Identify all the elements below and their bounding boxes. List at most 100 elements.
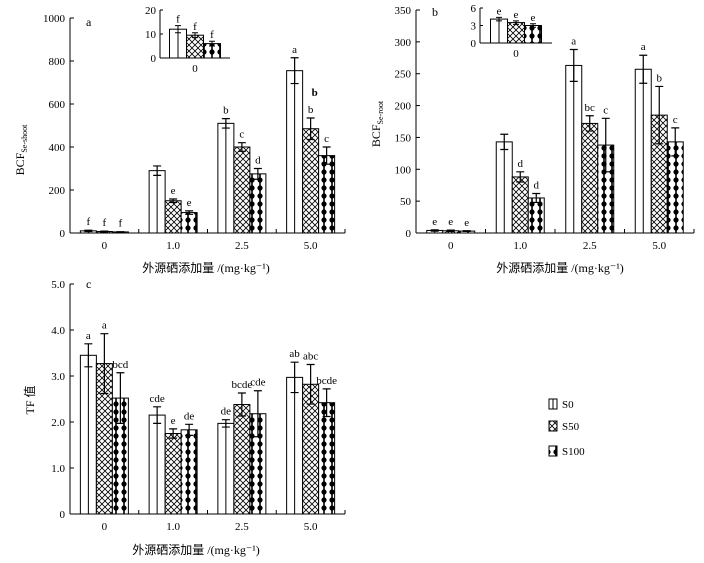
panel-a-sig-letter-s100-3: c	[324, 133, 329, 145]
panel-c-error-bar-s100-0	[116, 372, 125, 424]
panel-a-sig-letter-s50-0: f	[103, 217, 107, 229]
panel-a-inset-sig-letter-s100: f	[210, 29, 214, 41]
panel-b-sig-letter-s100-1: d	[534, 179, 540, 191]
panel-b-inset-y-tick-label: 6	[471, 3, 477, 15]
panel-a-sig-letter-s0-3: a	[292, 44, 297, 56]
panel-c-sig-letter-s50-3: abc	[303, 351, 318, 363]
panel-c-bar-s100-1	[180, 429, 198, 515]
panel-b-sig-letter-s50-1: d	[518, 158, 524, 170]
panel-c-error-bar-s100-3	[322, 388, 331, 418]
panel-c-error-bar-s50-3	[306, 363, 315, 405]
panel-a-inset-y-tick-label: 20	[145, 5, 157, 17]
legend-swatch-s50	[548, 420, 558, 432]
panel-b-x-tick-label: 5.0	[652, 240, 666, 252]
panel-c-x-label: 外源硒添加量 /(mg·kg⁻¹)	[132, 543, 260, 557]
panel-b-inset-sig-letter-s100: e	[531, 12, 536, 24]
panel-b-bar-s100-1	[527, 197, 545, 234]
panel-c-y-tick-label: 5.0	[51, 279, 65, 291]
panel-a-inset-y-tick-label: 0	[151, 53, 157, 65]
panel-a-bar-s50-3	[302, 128, 320, 234]
panel-a-error-bar-s100-2	[253, 167, 262, 180]
panel-a-bar-s50-1	[164, 200, 182, 234]
panel-b-x-label: 外源硒添加量 /(mg·kg⁻¹)	[496, 261, 624, 275]
panel-a-sig-letter-s50-1: e	[171, 185, 176, 197]
panel-b-y-tick-label: 150	[395, 132, 412, 144]
panel-b-sig-letter-s50-0: e	[448, 216, 453, 228]
panel-c-y-label: TF 值	[22, 385, 37, 414]
panel-b-error-bar-s0-2	[569, 48, 578, 82]
legend-label-s50: S50	[562, 421, 580, 433]
panel-b-x-tick-label: 1.0	[513, 240, 527, 252]
panel-b-sig-letter-s50-2: bc	[585, 102, 596, 114]
panel-b-y-tick-label: 100	[395, 164, 412, 176]
panel-b-error-bar-s50-3	[655, 85, 664, 145]
legend-item-s50: S50	[548, 420, 580, 433]
panel-a-bar-s100-1	[180, 212, 198, 234]
panel-c-error-bar-s100-2	[253, 390, 262, 438]
panel-c-y-tick-label: 1.0	[51, 463, 65, 475]
panel-b-inset-y-tick-label: 0	[471, 38, 477, 50]
panel-b-error-bar-s50-0	[446, 229, 455, 233]
panel-b-y-tick-label: 200	[395, 101, 412, 113]
panel-b-error-bar-s0-1	[500, 133, 509, 151]
panel-b-error-bar-s50-1	[516, 171, 525, 183]
panel-b-y-tick-label: 250	[395, 69, 412, 81]
panel-b-y-tick-label: 300	[395, 37, 412, 49]
panel-b-inset-bar-s50	[507, 22, 525, 44]
panel-a-sig-letter-s0-2: b	[223, 105, 229, 117]
panel-b-inset-y-tick-label: 3	[471, 21, 477, 33]
panel-c-sig-letter-s100-3: bcde	[316, 375, 337, 387]
panel-c-error-bar-s0-3	[290, 361, 299, 394]
panel-b-label: b	[432, 5, 438, 19]
panel-a-label: a	[86, 15, 92, 29]
legend: S0 S50 S100	[548, 398, 585, 458]
panel-c-error-bar-s50-2	[237, 392, 246, 417]
panel-a-inset-sig-letter-s0: f	[176, 14, 180, 26]
panel-b-error-bar-s100-3	[671, 127, 680, 157]
panel-a-inset-y-tick-label: 10	[145, 29, 157, 41]
panel-b-inset-error-bar-s0	[496, 16, 502, 22]
panel-c-sig-letter-s0-1: cde	[149, 393, 164, 405]
panel-a-inset-error-bar-s100	[209, 40, 215, 47]
panel-b-y-tick-label: 0	[406, 228, 412, 240]
panel-a-x-tick-label: 0	[102, 240, 108, 252]
panel-c-sig-letter-s0-2: de	[221, 406, 232, 418]
panel-a-x-tick-label: 2.5	[235, 240, 249, 252]
panel-c-bar-s100-3	[318, 402, 336, 515]
panel-c-x-tick-label: 5.0	[304, 521, 318, 533]
panel-a-x-label: 外源硒添加量 /(mg·kg⁻¹)	[142, 261, 270, 275]
panel-a-y-tick-label: 1000	[43, 13, 66, 25]
panel-c-bar-s50-1	[164, 433, 182, 515]
panel-c-x-tick-label: 1.0	[166, 521, 180, 533]
panel-a-inset-sig-letter-s50: f	[193, 21, 197, 33]
panel-a-y-tick-label: 800	[49, 56, 66, 68]
panel-a-bar-s100-2	[249, 173, 267, 234]
panel-c-error-bar-s0-1	[153, 406, 162, 424]
panel-a-error-bar-s0-3	[290, 57, 299, 85]
panel-b-error-bar-s0-3	[639, 54, 648, 84]
panel-b-root-bcf: b BCFSe-root 外源硒添加量 /(mg·kg⁻¹) 0 50 100 150…	[369, 3, 695, 275]
panel-c-sig-letter-s0-3: ab	[289, 348, 300, 360]
panel-c-sig-letter-s50-2: bcde	[231, 379, 252, 391]
panel-a-error-bar-s0-1	[153, 165, 162, 176]
panel-b-x-tick-label: 0	[448, 240, 454, 252]
panel-c-sig-letter-s50-0: a	[102, 320, 107, 332]
panel-a-shoot-bcf: a BCFSe-shoot 外源硒添加量 /(mg·kg⁻¹) 02004006…	[13, 5, 346, 275]
panel-a-sig-letter-s0-0: f	[87, 216, 91, 228]
legend-label-s0: S0	[562, 399, 574, 411]
panel-a-inset: 0 10 20 0 f f f	[145, 5, 230, 75]
panel-a-y-tick-label: 600	[49, 99, 66, 111]
panel-c-x-tick-label: 2.5	[235, 521, 249, 533]
legend-label-s100: S100	[562, 446, 585, 458]
panel-b-error-bar-s100-1	[532, 192, 541, 204]
panel-b-x-tick-label: 2.5	[583, 240, 597, 252]
panel-a-error-bar-s50-3	[306, 117, 315, 141]
panel-a-sig-letter-s100-1: e	[187, 197, 192, 209]
panel-c-y-tick-label: 0	[60, 509, 66, 521]
panel-a-inset-error-bar-s0	[175, 25, 181, 34]
panel-a-sig-letter-s50-2: c	[239, 129, 244, 141]
panel-c-sig-letter-s0-0: a	[86, 330, 91, 342]
panel-b-y-tick-label: 50	[400, 196, 412, 208]
